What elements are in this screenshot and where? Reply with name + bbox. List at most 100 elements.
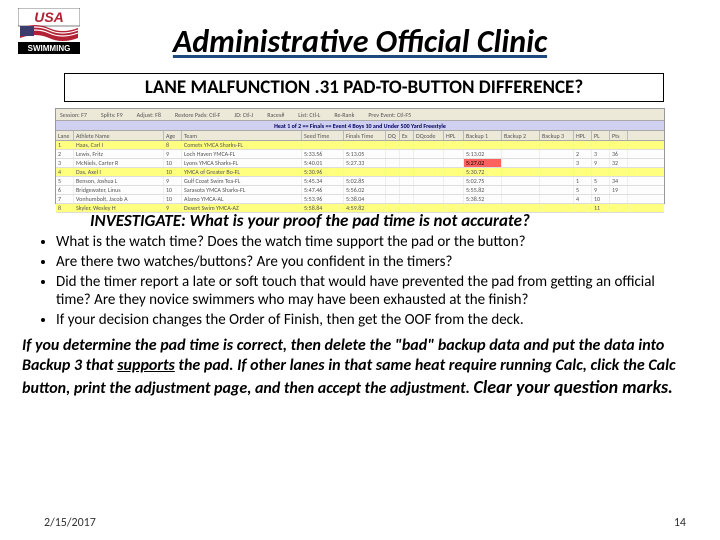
table-cell — [414, 141, 444, 149]
table-cell: 3 — [56, 159, 74, 167]
table-cell — [444, 150, 464, 158]
table-cell: 11 — [592, 204, 610, 212]
table-cell — [464, 204, 502, 212]
col-header: DQcode — [414, 131, 444, 140]
table-cell — [502, 186, 540, 194]
table-row: 4Das, Axel I10YMCA of Greater Bo-FL5:30.… — [56, 168, 664, 177]
col-header: Backup 3 — [540, 131, 574, 140]
table-cell — [540, 168, 574, 176]
table-cell: 5:53.96 — [302, 195, 344, 203]
table-row: 7Vonhumbolt, Jacob A10Alamo YMCA-AL5:53.… — [56, 195, 664, 204]
table-cell — [592, 141, 610, 149]
table-cell — [386, 159, 400, 167]
table-cell — [386, 204, 400, 212]
table-cell — [444, 168, 464, 176]
table-cell — [400, 159, 414, 167]
table-cell: 5:58.84 — [302, 204, 344, 212]
table-cell — [502, 141, 540, 149]
table-cell: Desert Swim YMCA-AZ — [182, 204, 302, 212]
menu-item: JD: Ctl-J — [234, 111, 253, 119]
table-cell — [444, 141, 464, 149]
table-cell — [610, 204, 628, 212]
table-cell: 2 — [56, 150, 74, 158]
table-cell — [610, 168, 628, 176]
table-cell — [502, 177, 540, 185]
table-cell: Das, Axel I — [74, 168, 164, 176]
table-cell — [574, 204, 592, 212]
table-cell: 7 — [56, 195, 74, 203]
table-cell: 4 — [574, 195, 592, 203]
table-cell — [502, 204, 540, 212]
table-cell — [414, 195, 444, 203]
table-row: 1Haas, Carl I8Comets YMCA Sharks-FL — [56, 141, 664, 150]
table-cell: YMCA of Greater Bo-FL — [182, 168, 302, 176]
table-cell — [574, 168, 592, 176]
table-cell: 1 — [56, 141, 74, 149]
table-cell: 2 — [574, 150, 592, 158]
table-cell — [302, 141, 344, 149]
table-cell — [344, 141, 386, 149]
table-cell: 5:33.56 — [302, 150, 344, 158]
table-cell — [444, 204, 464, 212]
table-cell: 5:45.34 — [302, 177, 344, 185]
table-cell — [540, 195, 574, 203]
table-cell: 5:55.82 — [464, 186, 502, 194]
table-cell — [386, 177, 400, 185]
menu-item: List: Ctl-L — [298, 111, 320, 119]
table-cell: 9 — [164, 150, 182, 158]
table-cell: 5 — [592, 177, 610, 185]
col-header: Lane — [56, 131, 74, 140]
table-cell — [414, 186, 444, 194]
page-title: Administrative Official Clinic — [0, 0, 720, 61]
col-header: Team — [182, 131, 302, 140]
table-cell: Gulf Coast Swim Tea-FL — [182, 177, 302, 185]
table-cell — [540, 150, 574, 158]
table-cell — [386, 168, 400, 176]
table-cell: Benson, Joshua L — [74, 177, 164, 185]
table-cell: 5:30.72 — [464, 168, 502, 176]
col-header: HPL — [444, 131, 464, 140]
table-cell: 5:13.02 — [464, 150, 502, 158]
table-cell — [540, 177, 574, 185]
table-cell: 5:38.04 — [344, 195, 386, 203]
table-cell — [400, 168, 414, 176]
table-cell — [502, 168, 540, 176]
table-cell — [414, 150, 444, 158]
col-header: DQ — [386, 131, 400, 140]
table-cell — [414, 168, 444, 176]
menu-item: Re-Rank — [334, 111, 354, 119]
conclusion-underlined: supports — [117, 356, 175, 375]
table-cell: 32 — [610, 159, 628, 167]
col-header: Backup 1 — [464, 131, 502, 140]
table-cell: 5:56.02 — [344, 186, 386, 194]
investigate-heading: INVESTIGATE: What is your proof the pad … — [90, 210, 720, 231]
table-cell: 9 — [592, 159, 610, 167]
table-cell: 5 — [574, 186, 592, 194]
table-cell — [540, 141, 574, 149]
table-cell: 5 — [56, 177, 74, 185]
usa-swimming-logo: USA SWIMMING — [18, 8, 80, 56]
col-header: Athlete Name — [74, 131, 164, 140]
table-cell: McNiels, Carter R — [74, 159, 164, 167]
table-cell: 9 — [164, 204, 182, 212]
table-cell: Loch Haven YMCA-FL — [182, 150, 302, 158]
table-cell — [400, 177, 414, 185]
table-cell: 5:40.01 — [302, 159, 344, 167]
table-cell — [400, 186, 414, 194]
table-cell — [444, 159, 464, 167]
table-cell — [386, 195, 400, 203]
table-cell: 1 — [574, 177, 592, 185]
bullet-item: Are there two watches/buttons? Are you c… — [56, 253, 692, 272]
table-cell: Bridgewater, Linus — [74, 186, 164, 194]
table-cell: 34 — [610, 177, 628, 185]
table-cell: 36 — [610, 150, 628, 158]
table-cell: 5:02.75 — [464, 177, 502, 185]
table-cell — [414, 177, 444, 185]
footer: 2/15/2017 14 — [0, 516, 720, 530]
table-body: 1Haas, Carl I8Comets YMCA Sharks-FL2Lewi… — [56, 141, 664, 213]
table-cell: 6 — [56, 186, 74, 194]
table-cell: 10 — [592, 195, 610, 203]
table-cell — [400, 204, 414, 212]
subtitle-box: LANE MALFUNCTION .31 PAD-TO-BUTTON DIFFE… — [64, 73, 664, 102]
table-cell — [444, 195, 464, 203]
